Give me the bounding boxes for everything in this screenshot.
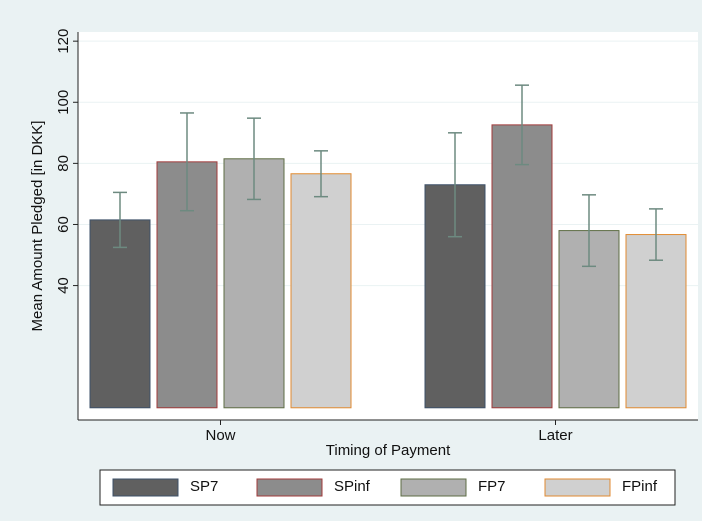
bar (491, 124, 553, 409)
legend-label: SPinf (334, 478, 371, 495)
bar (290, 173, 352, 409)
x-axis-title: Timing of Payment (326, 442, 451, 459)
legend-swatch (112, 478, 179, 497)
bar (558, 230, 620, 409)
bar (625, 234, 687, 409)
x-tick-label: Later (538, 427, 572, 444)
y-tick-label: 120 (55, 29, 72, 54)
y-tick-label: 40 (55, 277, 72, 294)
y-tick-label: 80 (55, 155, 72, 172)
legend-swatch (544, 478, 611, 497)
bar (89, 219, 151, 409)
bar (223, 158, 285, 409)
legend-label: FP7 (478, 478, 506, 495)
legend-swatch (400, 478, 467, 497)
x-tick-label: Now (205, 427, 235, 444)
legend-swatch (256, 478, 323, 497)
y-tick-label: 60 (55, 216, 72, 233)
y-tick-label: 100 (55, 90, 72, 115)
legend-label: SP7 (190, 478, 218, 495)
y-axis-title: Mean Amount Pledged [in DKK] (29, 121, 46, 332)
legend-label: FPinf (622, 478, 658, 495)
